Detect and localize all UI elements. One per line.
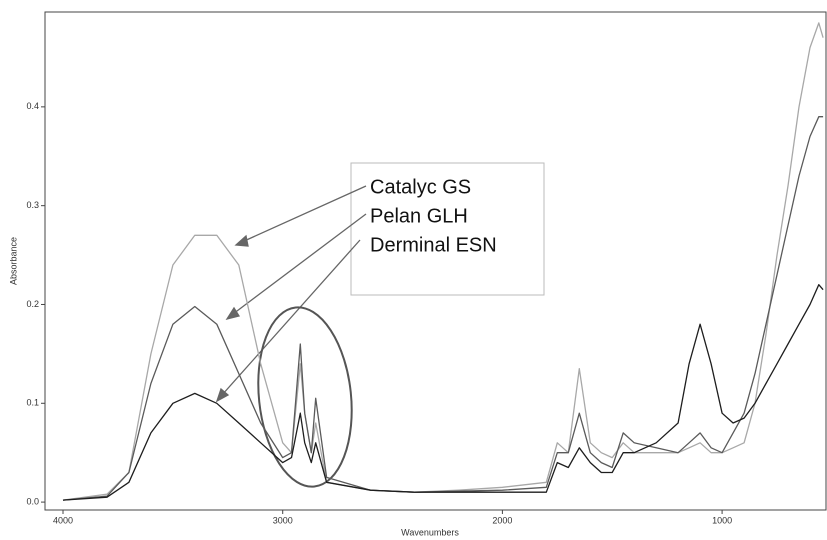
x-axis-label: Wavenumbers [401,527,459,537]
y-tick-label: 0.3 [26,200,39,210]
x-tick-label: 2000 [492,515,512,525]
highlight-ellipse [257,306,353,488]
y-tick-label: 0.1 [26,398,39,408]
series-line [62,116,824,501]
plot-frame [44,11,827,511]
x-tick-label: 4000 [53,515,73,525]
legend-box [350,162,545,296]
legend-label: Catalyc GS [370,176,471,198]
x-tick-label: 1000 [712,515,732,525]
y-tick-label: 0.2 [26,299,39,309]
x-tick-label: 3000 [273,515,293,525]
y-tick-label: 0.0 [26,496,39,506]
legend-label: Pelan GLH [370,205,468,227]
annotation-arrows [215,185,367,403]
y-axis-label: Absorbance [8,237,18,285]
y-tick-label: 0.4 [26,101,39,111]
series-line [62,284,824,501]
legend-label: Derminal ESN [370,234,497,256]
